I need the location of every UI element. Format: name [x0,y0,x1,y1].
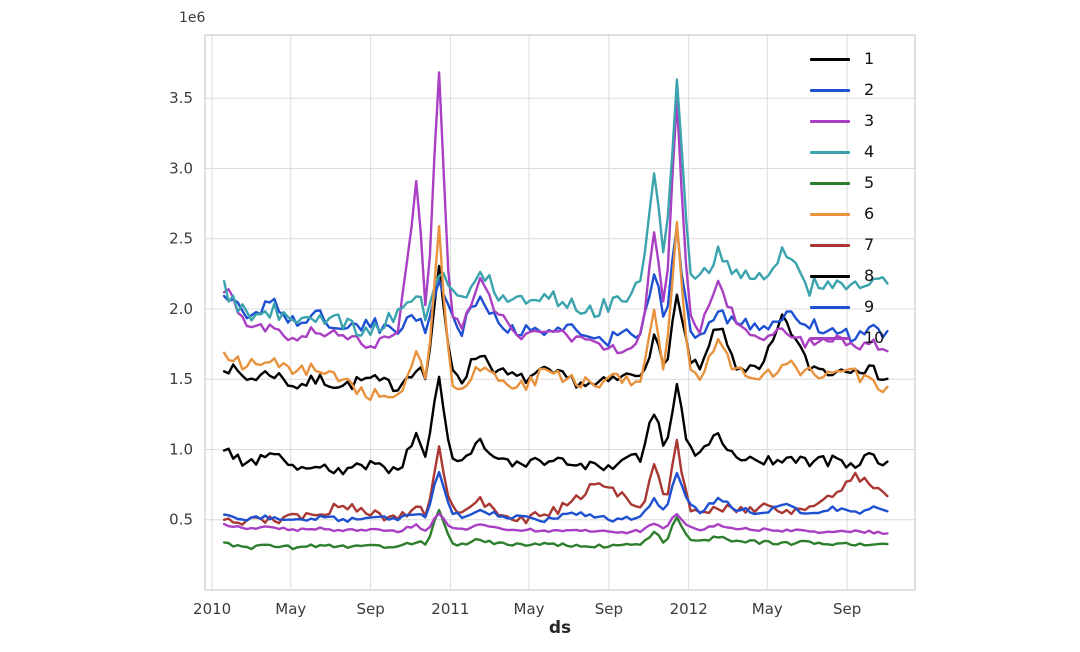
legend-label: 4 [864,142,875,161]
legend-line-sample [810,212,850,216]
legend-line-sample [810,181,850,185]
legend-entry: 3 [810,110,884,132]
legend-entry: 8 [810,265,884,287]
y-tick-label: 1.5 [169,370,193,388]
series-line-10 [222,512,889,535]
series-line-3 [222,71,889,355]
legend-label: 1 [864,49,875,68]
x-tick-label: Sep [595,600,623,618]
x-tick-label: May [752,600,783,618]
legend-label: 7 [864,235,875,254]
legend-entry: 6 [810,203,884,225]
y-axis-offset-label: 1e6 [179,10,206,26]
y-tick-label: 1.0 [169,440,193,458]
series-line-9 [222,470,889,524]
x-axis-title: ds [548,618,572,638]
plot-border [204,34,916,591]
y-tick-label: 2.5 [169,230,193,248]
legend-entry: 2 [810,79,884,101]
legend-label: 8 [864,266,875,285]
legend-entry: 7 [810,234,884,256]
legend-line-sample [810,88,850,92]
legend-label: 9 [864,297,875,316]
x-tick-label: 2011 [431,600,469,618]
legend-line-sample [810,274,850,278]
y-tick-label: 3.5 [169,89,193,107]
legend-entry: 10 [810,327,884,349]
legend-label: 3 [864,111,875,130]
legend-label: 10 [864,328,885,347]
y-tick-label: 3.0 [169,159,193,177]
legend-line-sample [810,243,850,247]
x-tick-label: 2012 [670,600,708,618]
y-tick-label: 0.5 [169,511,193,529]
x-tick-label: Sep [833,600,861,618]
legend-line-sample [810,150,850,154]
legend-entry: 4 [810,141,884,163]
legend-entry: 9 [810,296,884,318]
legend-entry: 5 [810,172,884,194]
legend-line-sample [810,119,850,123]
legend-label: 6 [864,204,875,223]
series-line-2 [222,224,889,348]
series-line-4 [222,78,889,337]
legend-line-sample [810,305,850,309]
x-tick-label: 2010 [193,600,231,618]
legend-entry: 1 [810,48,884,70]
series-line-6 [222,220,889,401]
legend-label: 2 [864,80,875,99]
legend: 1 2 3 4 5 6 7 8 9 10 [810,48,884,349]
legend-label: 5 [864,173,875,192]
series-line-7 [222,438,889,526]
legend-line-sample [810,336,850,340]
series-line-8 [222,375,889,476]
x-tick-label: May [514,600,545,618]
x-tick-label: May [275,600,306,618]
y-tick-label: 2.0 [169,300,193,318]
legend-line-sample [810,57,850,61]
x-tick-label: Sep [356,600,384,618]
series-line-5 [222,508,889,551]
